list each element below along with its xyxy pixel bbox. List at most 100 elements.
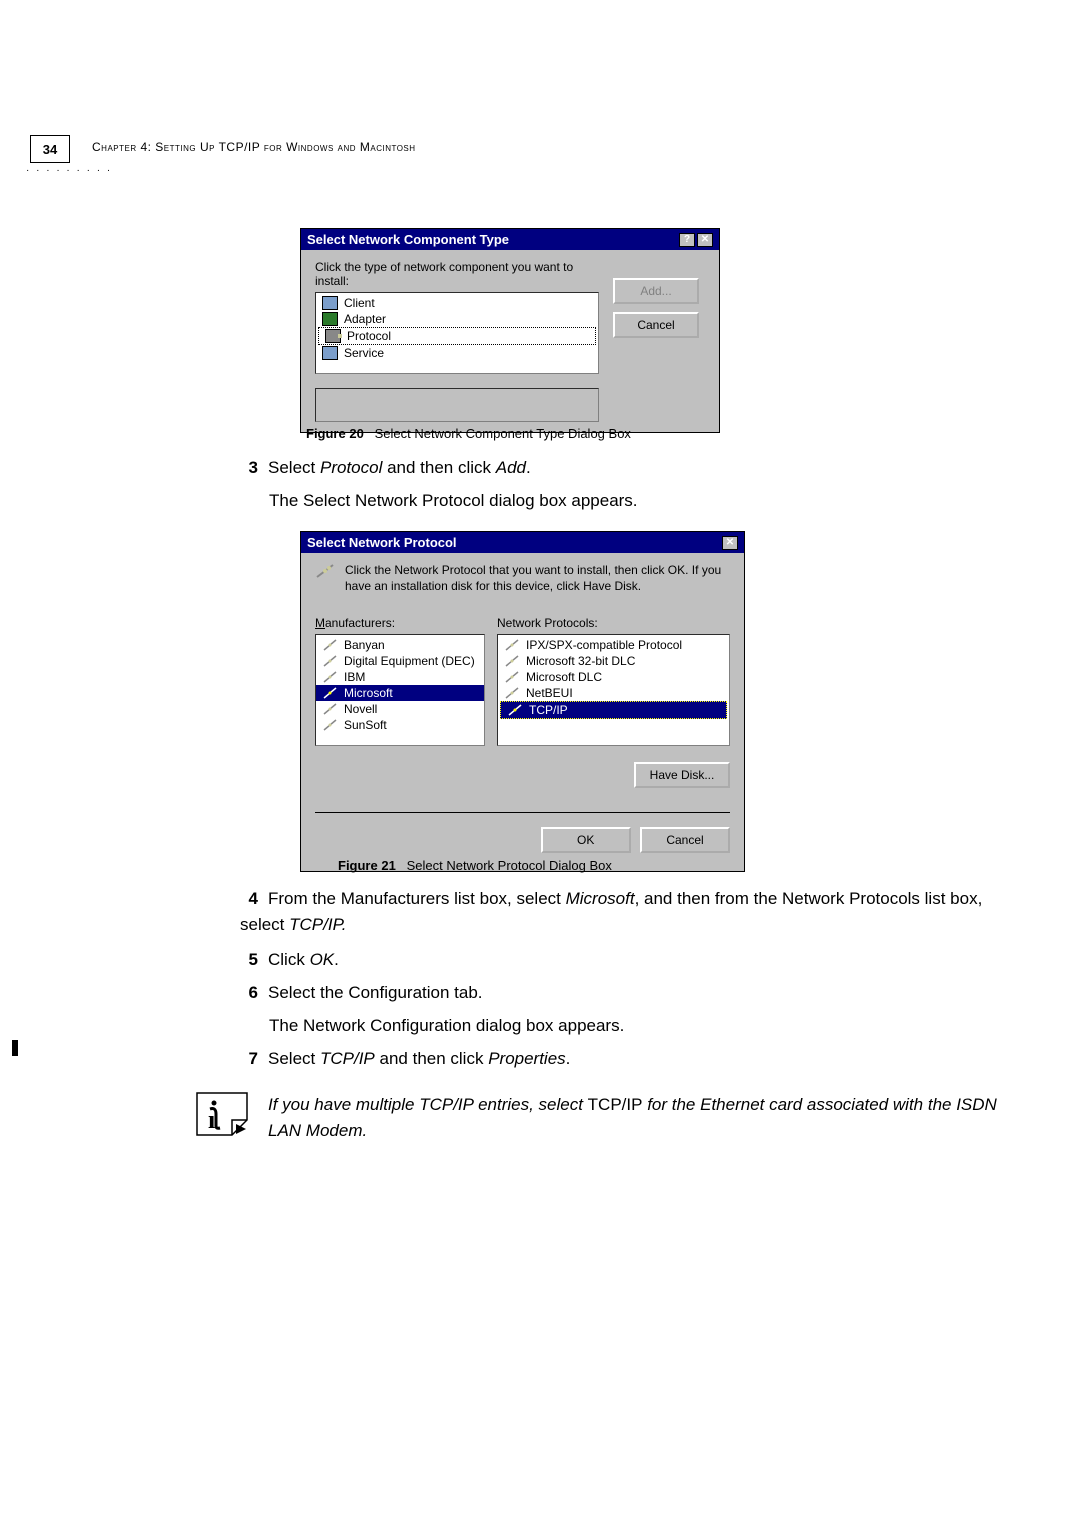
step7-text2: and then click	[375, 1049, 488, 1068]
ok-button[interactable]: OK	[541, 827, 631, 853]
dialog2-body: Click the Network Protocol that you want…	[301, 553, 744, 871]
note-text: If you have multiple TCP/IP entries, sel…	[268, 1092, 1006, 1145]
step5-number: 5	[240, 947, 258, 973]
close-icon[interactable]: ✕	[722, 536, 738, 550]
close-icon[interactable]: ✕	[697, 233, 713, 247]
step3-text: Select	[268, 458, 320, 477]
step7: 7Select TCP/IP and then click Properties…	[240, 1046, 570, 1072]
proto-netbeui[interactable]: NetBEUI	[498, 685, 729, 701]
mfr-ibm[interactable]: IBM	[316, 669, 484, 685]
figure21-text: Select Network Protocol Dialog Box	[407, 858, 612, 873]
dialog1-title: Select Network Component Type	[307, 232, 509, 247]
manufacturers-list[interactable]: Banyan Digital Equipment (DEC) IBM Micro…	[315, 634, 485, 746]
component-list[interactable]: Client Adapter Protocol Service	[315, 292, 599, 374]
list-item-label: Microsoft	[344, 686, 393, 700]
revision-bar	[12, 1040, 18, 1056]
step6-body: The Network Configuration dialog box app…	[269, 1013, 624, 1039]
dialog2-title: Select Network Protocol	[307, 535, 457, 550]
mfr-icon	[322, 654, 338, 668]
manufacturers-label: Manufacturers:	[315, 616, 485, 630]
list-item-label: TCP/IP	[529, 703, 568, 717]
step7-text: Select	[268, 1049, 320, 1068]
step4-text: From the Manufacturers list box, select	[268, 889, 566, 908]
mfr-icon	[322, 718, 338, 732]
figure20-caption: Figure 20 Select Network Component Type …	[306, 426, 631, 441]
add-button[interactable]: Add...	[613, 278, 699, 304]
step5-text: Click	[268, 950, 310, 969]
list-item-service[interactable]: Service	[316, 345, 598, 361]
step3: 3Select Protocol and then click Add.	[240, 455, 531, 481]
dialog2-prompt: Click the Network Protocol that you want…	[345, 563, 730, 594]
list-item-label: NetBEUI	[526, 686, 573, 700]
step7-period: .	[566, 1049, 571, 1068]
step4-number: 4	[240, 886, 258, 912]
list-item-label: Protocol	[347, 329, 391, 343]
figure20-text: Select Network Component Type Dialog Box	[375, 426, 631, 441]
step7-number: 7	[240, 1046, 258, 1072]
protocols-list[interactable]: IPX/SPX-compatible Protocol Microsoft 32…	[497, 634, 730, 746]
proto-icon	[504, 686, 520, 700]
proto-32dlc[interactable]: Microsoft 32-bit DLC	[498, 653, 729, 669]
info-icon: ı	[196, 1092, 248, 1136]
list-item-label: Digital Equipment (DEC)	[344, 654, 475, 668]
chapter-header: Chapter 4: Setting Up TCP/IP for Windows…	[92, 140, 416, 154]
proto-icon	[504, 654, 520, 668]
select-protocol-dialog: Select Network Protocol ✕ Click the Netw…	[300, 531, 745, 872]
dialog2-separator	[315, 812, 730, 813]
proto-ipx[interactable]: IPX/SPX-compatible Protocol	[498, 637, 729, 653]
step4-microsoft: Microsoft	[566, 889, 635, 908]
dialog1-body: Click the type of network component you …	[301, 250, 719, 432]
list-item-protocol[interactable]: Protocol	[318, 327, 596, 345]
proto-tcpip[interactable]: TCP/IP	[500, 701, 727, 719]
note: ı If you have multiple TCP/IP entries, s…	[196, 1092, 1006, 1145]
dialog1-prompt: Click the type of network component you …	[315, 260, 599, 288]
mfr-dec[interactable]: Digital Equipment (DEC)	[316, 653, 484, 669]
step6: 6 Select the Configuration tab.	[240, 980, 483, 1006]
client-icon	[322, 296, 338, 310]
step3-number: 3	[240, 455, 258, 481]
list-item-adapter[interactable]: Adapter	[316, 311, 598, 327]
mfr-sunsoft[interactable]: SunSoft	[316, 717, 484, 733]
list-item-label: Microsoft DLC	[526, 670, 602, 684]
step7-tcpip: TCP/IP	[320, 1049, 375, 1068]
figure21-num: Figure 21	[338, 858, 396, 873]
mfr-icon	[322, 638, 338, 652]
list-item-label: Service	[344, 346, 384, 360]
cancel-button[interactable]: Cancel	[613, 312, 699, 338]
figure21-caption: Figure 21 Select Network Protocol Dialog…	[338, 858, 612, 873]
list-item-label: IBM	[344, 670, 365, 684]
dialog1-title-icons: ? ✕	[679, 233, 713, 247]
protocols-label: Network Protocols:	[497, 616, 730, 630]
adapter-icon	[322, 312, 338, 326]
list-item-client[interactable]: Client	[316, 295, 598, 311]
service-icon	[322, 346, 338, 360]
help-icon[interactable]: ?	[679, 233, 695, 247]
protocol-icon	[325, 329, 341, 343]
step6-text: Select the Configuration tab.	[268, 983, 483, 1002]
step3-add: Add	[496, 458, 526, 477]
mfr-banyan[interactable]: Banyan	[316, 637, 484, 653]
proto-icon	[507, 703, 523, 717]
list-item-label: IPX/SPX-compatible Protocol	[526, 638, 682, 652]
step3-body: The Select Network Protocol dialog box a…	[269, 488, 638, 514]
list-item-label: Client	[344, 296, 375, 310]
list-item-label: Novell	[344, 702, 377, 716]
proto-dlc[interactable]: Microsoft DLC	[498, 669, 729, 685]
list-item-label: Adapter	[344, 312, 386, 326]
have-disk-button[interactable]: Have Disk...	[634, 762, 730, 788]
step4: 4 From the Manufacturers list box, select…	[240, 886, 1010, 939]
mfr-novell[interactable]: Novell	[316, 701, 484, 717]
proto-icon	[504, 670, 520, 684]
dialog2-title-icons: ✕	[722, 536, 738, 550]
step5-ok: OK	[310, 950, 335, 969]
step6-number: 6	[240, 980, 258, 1006]
step5: 5Click OK.	[240, 947, 339, 973]
cancel-button[interactable]: Cancel	[640, 827, 730, 853]
mfr-icon	[322, 702, 338, 716]
list-item-label: Banyan	[344, 638, 385, 652]
note-part-a: If you have multiple TCP/IP entries, sel…	[268, 1095, 588, 1114]
step3-period: .	[526, 458, 531, 477]
mfr-microsoft[interactable]: Microsoft	[316, 685, 484, 701]
step4-tcpip: TCP/IP.	[289, 915, 346, 934]
step3-text2: and then click	[382, 458, 495, 477]
